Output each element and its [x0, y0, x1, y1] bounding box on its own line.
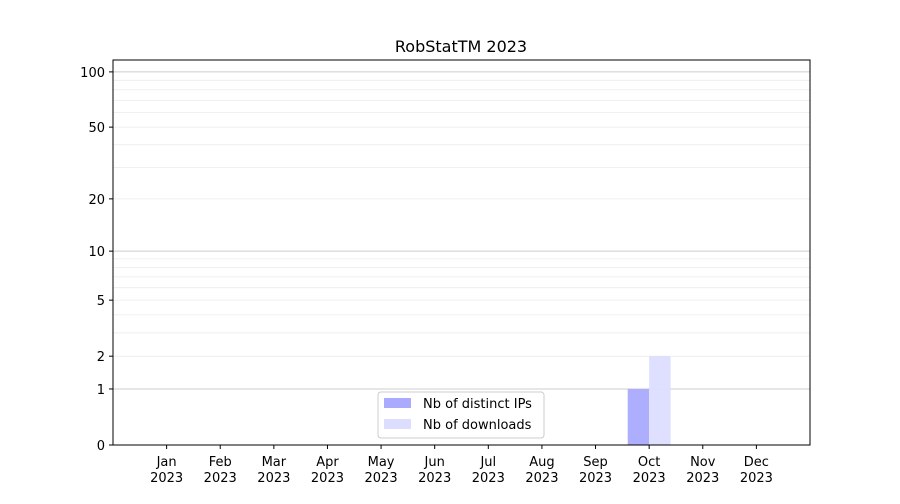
x-tick-label: May 2023 [365, 455, 398, 486]
chart-title: RobStatTM 2023 [395, 37, 527, 56]
legend-label: Nb of downloads [423, 418, 532, 433]
x-tick-label: Feb 2023 [204, 455, 237, 486]
x-tick-label: Sep 2023 [579, 455, 612, 486]
x-tick-label: Oct 2023 [633, 455, 666, 486]
y-tick-label: 100 [80, 66, 105, 81]
bar-downloads [649, 356, 671, 445]
y-tick-label: 0 [97, 439, 105, 454]
x-tick-label: Nov 2023 [686, 455, 719, 486]
legend-swatch [384, 398, 411, 408]
x-tick-label: Dec 2023 [740, 455, 773, 486]
plot-frame [112, 59, 811, 446]
y-tick-label: 5 [97, 294, 105, 309]
y-tick-label: 10 [88, 245, 105, 260]
x-tick-label: Aug 2023 [525, 455, 558, 486]
legend [377, 391, 545, 439]
y-tick-label: 50 [88, 121, 105, 136]
x-tick-label: Jul 2023 [472, 455, 505, 486]
x-tick-label: Mar 2023 [257, 455, 290, 486]
legend-label: Nb of distinct IPs [423, 397, 532, 412]
x-tick-label: Apr 2023 [311, 455, 344, 486]
x-tick-label: Jun 2023 [418, 455, 451, 486]
y-tick-label: 20 [88, 193, 105, 208]
bar-distinct-ips [627, 388, 650, 445]
x-tick-label: Jan 2023 [150, 455, 183, 486]
y-tick-label: 2 [97, 350, 105, 365]
legend-swatch [384, 419, 411, 429]
y-tick-label: 1 [97, 383, 105, 398]
